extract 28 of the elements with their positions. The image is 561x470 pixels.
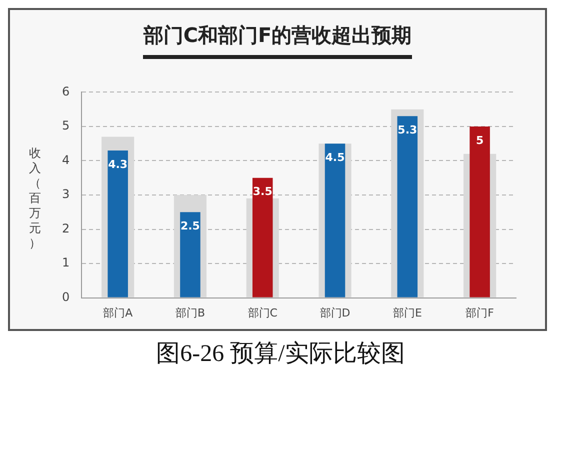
y-axis-title: 收入（百万元） — [28, 146, 42, 250]
data-label: 5.3 — [398, 124, 418, 137]
y-tick-label: 3 — [62, 187, 70, 202]
x-tick-label: 部门E — [392, 306, 422, 320]
bar — [252, 178, 273, 298]
data-label: 2.5 — [180, 219, 200, 232]
caption: 图6-26 预算/实际比较图 — [155, 340, 406, 369]
y-tick-label: 2 — [62, 221, 70, 236]
x-tick-label: 部门A — [103, 306, 134, 320]
bar — [180, 212, 200, 298]
bar — [108, 150, 128, 298]
bar — [324, 144, 346, 298]
y-tick-label: 6 — [62, 84, 70, 98]
data-label: 3.5 — [252, 185, 272, 198]
x-tick-label: 部门F — [466, 306, 494, 320]
y-tick-label: 0 — [62, 290, 70, 304]
data-label: 4.5 — [325, 150, 345, 164]
chart-title: 部门C和部门F的营收超出预期 — [143, 22, 412, 59]
data-label: 5 — [476, 134, 484, 147]
data-label: 4.3 — [108, 158, 128, 171]
x-tick-label: 部门D — [320, 306, 350, 320]
y-tick-label: 5 — [62, 118, 70, 133]
y-tick-label: 4 — [62, 152, 70, 167]
bar — [397, 116, 418, 298]
bar — [470, 126, 490, 298]
x-tick-label: 部门B — [175, 306, 205, 320]
x-tick-label: 部门C — [248, 306, 278, 320]
y-tick-label: 1 — [62, 256, 70, 270]
